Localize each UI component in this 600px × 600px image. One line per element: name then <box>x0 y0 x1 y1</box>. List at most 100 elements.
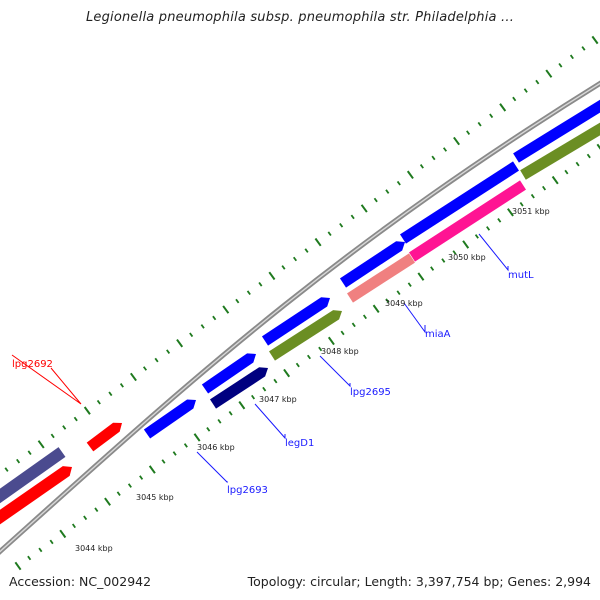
tick-mark <box>38 547 43 553</box>
tick-mark <box>189 332 194 338</box>
tick-mark <box>83 515 88 521</box>
gene-lpg2692 <box>86 422 122 452</box>
tick-mark <box>212 315 217 321</box>
tick-mark <box>83 406 91 415</box>
tick-mark <box>489 113 494 119</box>
tick-mark <box>295 362 300 368</box>
tick-mark <box>49 539 54 545</box>
tick-mark <box>306 354 312 360</box>
tick-mark <box>340 330 345 336</box>
tick-mark <box>523 88 528 93</box>
tick-mark <box>327 336 335 346</box>
tick-label: 3051 kbp <box>512 207 550 216</box>
tick-mark <box>569 54 574 60</box>
tick-label: 3044 kbp <box>75 544 113 553</box>
tick-mark <box>4 467 9 472</box>
gene-label-lpg2695: lpg2695 <box>350 387 391 398</box>
label-leader-miaA <box>403 302 426 334</box>
tick-mark <box>360 204 368 213</box>
tick-mark <box>59 529 67 539</box>
tick-mark <box>238 400 246 410</box>
gene-blue-6 <box>513 99 600 163</box>
tick-mark <box>314 237 322 247</box>
tick-mark <box>62 425 67 430</box>
tick-mark <box>453 136 460 146</box>
gene-features <box>0 99 600 525</box>
gene-label-mutL: mutL <box>508 270 534 281</box>
tick-mark <box>396 290 401 296</box>
tick-mark <box>474 234 479 239</box>
tick-mark <box>139 475 144 480</box>
tick-label: 3047 kbp <box>259 395 297 404</box>
tick-mark <box>431 155 436 161</box>
gene-miaA <box>347 253 415 303</box>
tick-mark <box>535 79 540 85</box>
gene-green-right <box>520 122 600 180</box>
gene-blue-2 <box>201 353 256 394</box>
gene-lpg2695 <box>269 310 342 361</box>
label-leader-lpg2693 <box>196 451 228 484</box>
tick-mark <box>148 465 156 474</box>
tick-mark <box>551 175 559 185</box>
tick-mark <box>351 322 356 328</box>
tick-mark <box>542 185 547 191</box>
tick-mark <box>385 189 390 194</box>
tick-label: 3046 kbp <box>197 443 235 452</box>
tick-mark <box>372 304 380 314</box>
tick-mark <box>193 433 201 442</box>
tick-mark <box>407 282 412 287</box>
label-leader-lpg2695 <box>319 355 351 388</box>
tick-mark <box>96 399 101 405</box>
tick-mark <box>116 491 121 496</box>
tick-mark <box>268 271 276 281</box>
tick-mark <box>486 226 491 231</box>
tick-mark <box>452 250 457 255</box>
tick-mark <box>258 281 263 287</box>
tick-mark <box>94 507 99 513</box>
gene-blue-4 <box>339 241 405 288</box>
tick-mark <box>350 214 355 220</box>
tick-mark <box>512 96 517 102</box>
tick-mark <box>222 305 230 314</box>
tick-mark <box>586 153 591 159</box>
tick-mark <box>462 240 470 249</box>
tick-mark <box>251 394 256 400</box>
tick-mark <box>16 458 21 464</box>
tick-label: 3048 kbp <box>321 347 359 356</box>
tick-mark <box>130 372 137 382</box>
tick-mark <box>442 147 448 152</box>
gene-labels: lpg2692 lpg2693 legD1 lpg2695 miaA mutL <box>11 233 534 496</box>
tick-marks <box>4 35 600 571</box>
tick-mark <box>466 130 471 135</box>
tick-mark <box>318 346 323 352</box>
gene-label-legD1: legD1 <box>285 438 314 449</box>
gene-legD1 <box>209 367 268 409</box>
tick-mark <box>417 272 425 281</box>
tick-mark <box>262 386 267 392</box>
tick-mark <box>37 440 45 449</box>
tick-mark <box>108 391 113 397</box>
tick-mark <box>530 193 535 199</box>
tick-mark <box>304 248 309 253</box>
tick-mark <box>50 433 55 439</box>
tick-mark <box>154 357 159 363</box>
map-title: Legionella pneumophila subsp. pneumophil… <box>85 10 515 25</box>
tick-mark <box>441 258 446 263</box>
tick-label: 3049 kbp <box>385 299 423 308</box>
tick-mark <box>596 143 600 150</box>
tick-mark <box>281 265 286 270</box>
tick-mark <box>246 290 251 295</box>
tick-mark <box>27 450 32 456</box>
label-leader-legD1 <box>254 403 286 440</box>
tick-mark <box>161 459 166 464</box>
tick-mark <box>419 164 424 169</box>
tick-mark <box>558 62 563 68</box>
tick-mark <box>104 497 111 506</box>
tick-mark <box>519 201 524 207</box>
label-leader-lpg2692 <box>11 354 82 405</box>
gene-blue-5 <box>400 161 519 244</box>
tick-mark <box>27 555 32 561</box>
tick-mark <box>172 451 177 456</box>
tick-labels: 3044 kbp 3045 kbp 3046 kbp 3047 kbp 3048 kbp… <box>75 207 550 553</box>
